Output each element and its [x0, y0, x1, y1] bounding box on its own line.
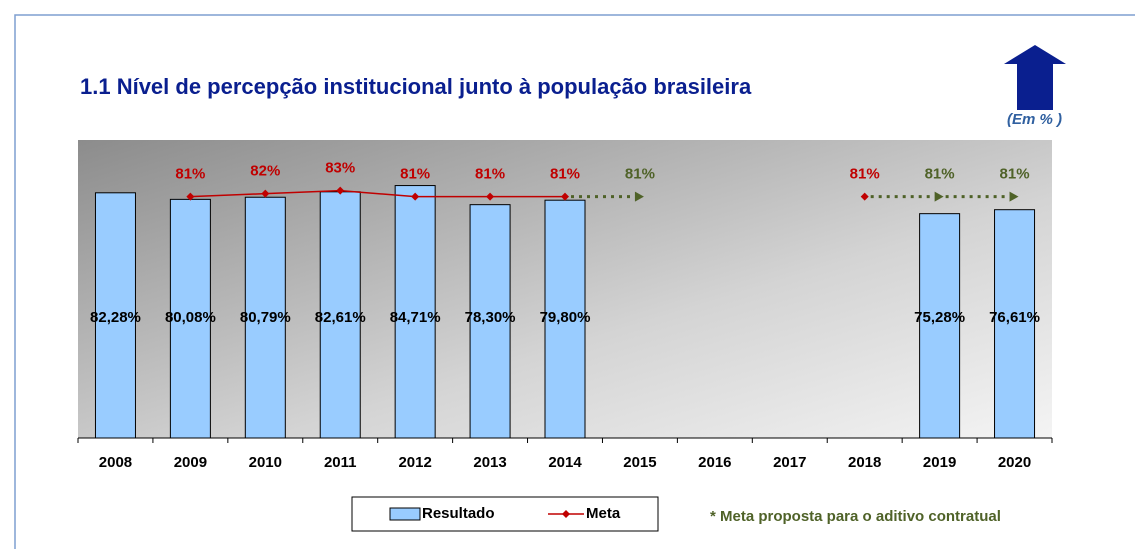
x-tick-label: 2014 [548, 454, 582, 471]
bar [469, 204, 511, 439]
bar-value-label: 75,28% [914, 309, 965, 326]
meta-line [190, 189, 565, 198]
x-tick-label: 2018 [848, 454, 881, 471]
x-tick-label: 2020 [998, 454, 1031, 471]
proposed-meta-value-label: 81% [925, 166, 955, 183]
x-tick-label: 2012 [398, 454, 431, 471]
meta-value-label: 81% [850, 166, 880, 183]
bar [544, 199, 586, 439]
proposed-meta-value-label: 81% [625, 166, 655, 183]
unit-label: (Em % ) [1007, 111, 1062, 128]
up-arrow-icon [1004, 45, 1066, 110]
chart-title: 1.1 Nível de percepção institucional jun… [80, 74, 752, 99]
bar-value-label: 78,30% [465, 309, 516, 326]
proposed-meta-marker [934, 191, 944, 202]
bar-value-label: 82,28% [90, 309, 141, 326]
meta-marker [860, 192, 869, 201]
meta-value-label: 82% [250, 163, 280, 180]
proposed-meta-marker [634, 191, 644, 202]
bar [94, 192, 136, 439]
meta-marker [336, 186, 345, 195]
x-tick-label: 2011 [324, 454, 357, 471]
x-tick-label: 2010 [249, 454, 282, 471]
x-tick-label: 2019 [923, 454, 956, 471]
meta-marker [411, 192, 420, 201]
bar [394, 185, 436, 439]
meta-marker [486, 192, 495, 201]
bar-value-label: 84,71% [390, 309, 441, 326]
legend-label: Meta [586, 505, 621, 522]
bar-value-label: 76,61% [989, 309, 1040, 326]
meta-value-label: 81% [550, 166, 580, 183]
bar-value-label: 80,79% [240, 309, 291, 326]
bar-value-label: 82,61% [315, 309, 366, 326]
meta-value-label: 81% [475, 166, 505, 183]
bar [319, 191, 361, 439]
bar [919, 213, 961, 439]
bar [169, 198, 211, 439]
x-tick-label: 2009 [174, 454, 207, 471]
meta-marker [186, 192, 195, 201]
bar [994, 209, 1036, 439]
x-tick-label: 2015 [623, 454, 656, 471]
x-tick-label: 2016 [698, 454, 731, 471]
legend-swatch [389, 507, 421, 521]
proposed-meta-marker [1009, 191, 1019, 202]
meta-marker [261, 189, 270, 198]
legend-marker [562, 510, 570, 518]
x-tick-label: 2008 [99, 454, 132, 471]
bar-value-label: 79,80% [540, 309, 591, 326]
meta-value-label: 83% [325, 160, 355, 177]
meta-value-label: 81% [175, 166, 205, 183]
meta-marker [561, 192, 569, 201]
legend-label: Resultado [422, 505, 495, 522]
bar-value-label: 80,08% [165, 309, 216, 326]
bar [244, 196, 286, 439]
x-tick-label: 2013 [473, 454, 506, 471]
proposed-meta-value-label: 81% [1000, 166, 1030, 183]
meta-value-label: 81% [400, 166, 430, 183]
x-tick-label: 2017 [773, 454, 806, 471]
annotation: * Meta proposta para o aditivo contratua… [710, 508, 1001, 525]
